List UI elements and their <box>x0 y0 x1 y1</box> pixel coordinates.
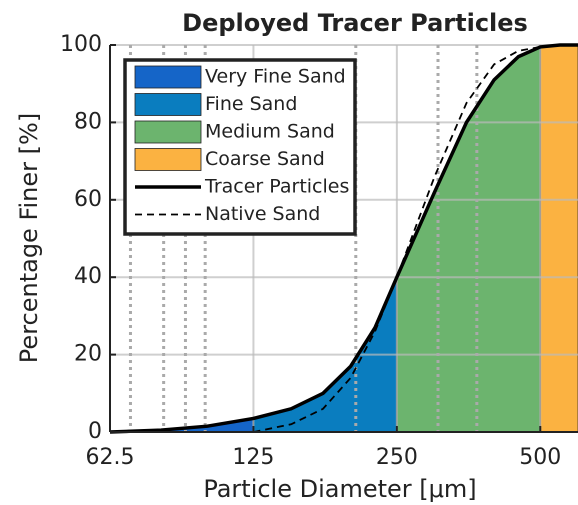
y-tick-label: 0 <box>88 419 102 444</box>
legend-label: Coarse Sand <box>205 148 325 170</box>
y-tick-label: 80 <box>74 109 102 134</box>
legend-label: Fine Sand <box>205 93 297 115</box>
legend-label: Tracer Particles <box>204 176 349 198</box>
legend-swatch <box>134 148 202 171</box>
x-tick-label: 125 <box>232 445 274 470</box>
y-tick-label: 20 <box>74 342 102 367</box>
series-line <box>253 46 541 433</box>
band-area <box>539 44 578 433</box>
legend-label: Medium Sand <box>205 121 335 143</box>
x-tick-label: 62.5 <box>86 445 135 470</box>
legend-label: Very Fine Sand <box>205 66 346 88</box>
legend-box <box>123 58 357 236</box>
band-area <box>396 46 541 433</box>
legend-swatch <box>134 93 202 116</box>
y-tick-label: 100 <box>60 32 102 57</box>
y-tick-label: 60 <box>74 187 102 212</box>
legend-swatch <box>134 120 202 144</box>
x-axis-label: Particle Diameter [μm] <box>203 475 476 503</box>
y-axis-label: Percentage Finer [%] <box>15 113 43 363</box>
chart-title: Deployed Tracer Particles <box>182 9 528 37</box>
x-tick-label: 250 <box>376 445 418 470</box>
y-tick-label: 40 <box>74 264 102 289</box>
x-tick-label: 500 <box>519 445 561 470</box>
legend-label: Native Sand <box>205 203 320 225</box>
legend-swatch <box>134 65 202 89</box>
